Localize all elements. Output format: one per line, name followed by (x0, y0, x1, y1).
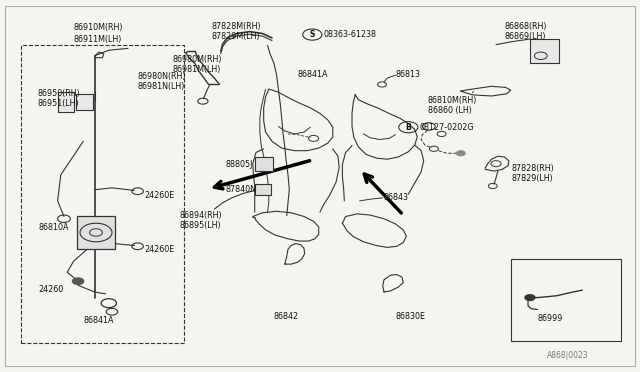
Text: 87829(LH): 87829(LH) (512, 174, 554, 183)
Text: 86895(LH): 86895(LH) (179, 221, 221, 230)
Bar (255, 184, 271, 195)
Text: 86911M(LH): 86911M(LH) (74, 35, 122, 44)
Circle shape (456, 151, 465, 156)
Text: 86810A: 86810A (38, 223, 69, 232)
Text: 24260E: 24260E (144, 245, 174, 254)
Text: A868|0023: A868|0023 (547, 351, 589, 360)
Text: 86869(LH): 86869(LH) (504, 32, 546, 41)
Circle shape (525, 295, 535, 301)
Text: 86981M(LH): 86981M(LH) (173, 65, 221, 74)
Text: B: B (406, 123, 411, 132)
Text: 87828M(RH): 87828M(RH) (211, 22, 261, 31)
Bar (58, 92, 74, 112)
Text: 86830E: 86830E (396, 312, 426, 321)
Text: 87840N: 87840N (225, 185, 256, 194)
Text: 08127-0202G: 08127-0202G (420, 123, 474, 132)
Bar (77, 216, 115, 249)
Text: 08363-61238: 08363-61238 (324, 30, 377, 39)
Text: 86860 (LH): 86860 (LH) (428, 106, 472, 115)
Text: 86841A: 86841A (298, 70, 328, 79)
Bar (530, 39, 559, 63)
Text: 86980M(RH): 86980M(RH) (173, 55, 222, 64)
Text: 24260: 24260 (38, 285, 63, 294)
Text: 86843: 86843 (384, 193, 409, 202)
Circle shape (72, 278, 84, 285)
Text: 86813: 86813 (396, 70, 420, 79)
Bar (76, 94, 93, 110)
Text: 86894(RH): 86894(RH) (179, 211, 222, 220)
Text: 87829M(LH): 87829M(LH) (211, 32, 260, 41)
Text: 86810M(RH): 86810M(RH) (428, 96, 477, 105)
Bar (21, 45, 184, 343)
Text: 24260E: 24260E (144, 191, 174, 200)
Bar (255, 157, 273, 171)
Text: 87828(RH): 87828(RH) (512, 164, 555, 173)
Text: 86951(LH): 86951(LH) (37, 99, 79, 108)
Text: 88805J: 88805J (225, 160, 253, 169)
Text: 86980N(RH): 86980N(RH) (138, 72, 186, 81)
Text: 86999: 86999 (538, 314, 563, 323)
Text: 86981N(LH): 86981N(LH) (138, 82, 185, 91)
Text: 86910M(RH): 86910M(RH) (74, 23, 123, 32)
Text: 86950(RH): 86950(RH) (37, 89, 80, 98)
Text: S: S (310, 30, 315, 39)
Bar (511, 259, 621, 341)
Text: 86842: 86842 (274, 312, 299, 321)
Text: 86868(RH): 86868(RH) (504, 22, 547, 31)
Text: 86841A: 86841A (83, 316, 114, 325)
